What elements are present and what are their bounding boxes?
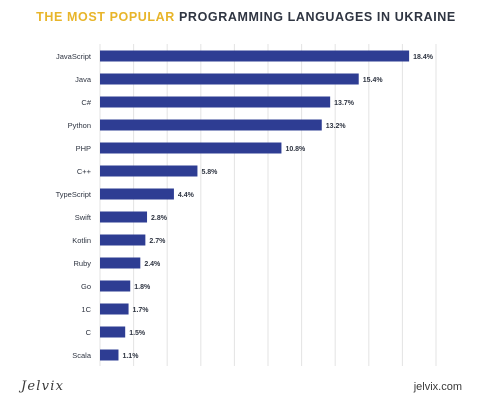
category-label: 1C (81, 305, 91, 314)
value-labels: 18.4% 15.4% 13.7% 13.2% 10.8% 5.8% 4.4% 2.8% 2.7… (122, 54, 433, 360)
bar-javascript (100, 50, 410, 62)
value-label: 2.7% (149, 238, 166, 245)
value-label: 1.1% (122, 353, 139, 360)
chart-title: THE MOST POPULAR PROGRAMMING LANGUAGES I… (0, 10, 492, 24)
category-label: PHP (76, 144, 91, 153)
category-label: Python (68, 121, 91, 130)
category-label: Kotlin (72, 236, 91, 245)
value-label: 2.4% (144, 261, 161, 268)
value-label: 15.4% (363, 77, 384, 84)
category-label: Java (75, 75, 92, 84)
value-label: 1.7% (133, 307, 150, 314)
bar-php (100, 142, 282, 154)
category-label: C (86, 328, 92, 337)
value-label: 13.2% (326, 123, 347, 130)
bar-ruby (100, 257, 141, 269)
brand-logo: Jelvix (21, 379, 65, 394)
bar-kotlin (100, 234, 146, 246)
value-label: 18.4% (413, 54, 434, 61)
grid-lines (99, 44, 437, 366)
value-label: 5.8% (201, 169, 218, 176)
chart-title-rest: PROGRAMMING LANGUAGES IN UKRAINE (179, 10, 456, 24)
bar-go (100, 280, 131, 292)
value-label: 1.8% (134, 284, 151, 291)
category-label: Ruby (73, 259, 91, 268)
category-label: Swift (75, 213, 92, 222)
category-label: JavaScript (56, 52, 92, 61)
bar-python (100, 119, 322, 131)
bar-c (100, 326, 126, 338)
bar-java (100, 73, 359, 85)
category-label: Scala (72, 351, 92, 360)
value-label: 2.8% (151, 215, 168, 222)
category-label: C++ (77, 167, 92, 176)
bar-scala (100, 349, 119, 361)
value-label: 10.8% (285, 146, 306, 153)
bar-typescript (100, 188, 174, 200)
category-labels: JavaScript Java C# Python PHP C++ TypeScript Sw… (56, 52, 92, 360)
category-label: Go (81, 282, 91, 291)
site-url: jelvix.com (413, 381, 462, 393)
bar-c- (100, 96, 331, 108)
value-label: 13.7% (334, 100, 355, 107)
bar-1c (100, 303, 129, 315)
category-label: TypeScript (56, 190, 92, 199)
bars (100, 50, 410, 361)
value-label: 1.5% (129, 330, 146, 337)
chart-title-accent: THE MOST POPULAR (36, 10, 175, 24)
bar-c- (100, 165, 198, 177)
bar-swift (100, 211, 148, 223)
category-label: C# (81, 98, 91, 107)
value-label: 4.4% (178, 192, 195, 199)
